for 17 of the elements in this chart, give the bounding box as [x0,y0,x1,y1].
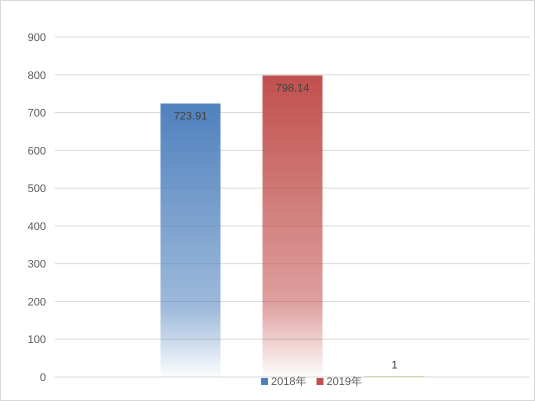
y-tick-label: 200 [28,296,46,308]
y-tick-label: 300 [28,258,46,271]
data-label: 723.91 [174,110,208,123]
y-tick-label: 600 [28,145,46,158]
y-tick-label: 800 [28,70,46,82]
bar [262,75,322,377]
y-tick-label: 100 [28,334,46,346]
y-tick-label: 400 [28,220,46,233]
data-label: 798.14 [276,82,310,94]
legend-label: 2019年 [326,376,362,388]
y-tick-label: 500 [28,183,46,196]
data-label: 1 [391,360,398,372]
bar [160,104,220,377]
y-tick-label: 0 [40,372,46,384]
y-tick-label: 900 [28,32,46,44]
y-tick-label: 700 [28,108,46,120]
legend-label: 2018年 [271,376,306,388]
